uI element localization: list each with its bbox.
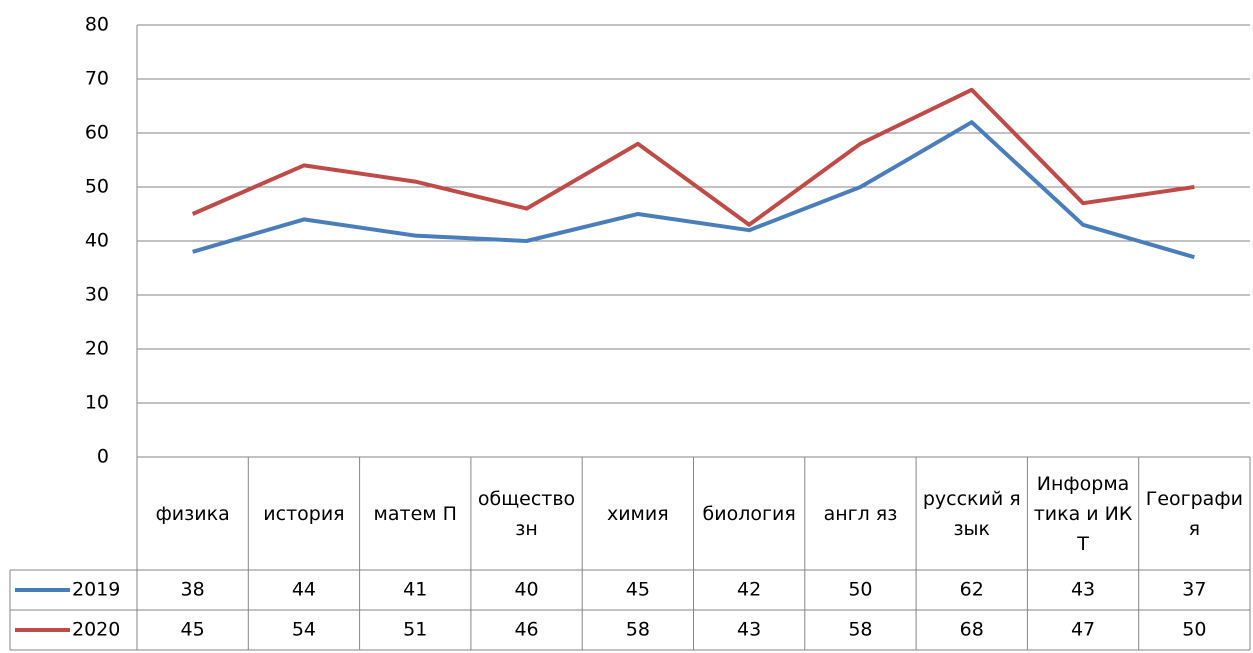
table-value: 68 — [960, 619, 984, 641]
y-tick-label: 10 — [85, 392, 109, 414]
table-value: 44 — [292, 579, 316, 601]
x-tick-label: География — [1145, 487, 1243, 540]
table-value: 37 — [1182, 579, 1206, 601]
y-tick-label: 20 — [85, 338, 109, 360]
table-value: 62 — [960, 579, 984, 601]
table-value: 47 — [1071, 619, 1095, 641]
x-tick-label: русский язык — [922, 487, 1021, 540]
table-value: 43 — [1071, 579, 1095, 601]
x-tick-label: Информатика и ИКТ — [1033, 472, 1133, 555]
y-tick-label: 40 — [85, 230, 109, 252]
table-value: 38 — [181, 579, 205, 601]
x-tick-label: матем П — [373, 502, 457, 525]
table-value: 45 — [626, 579, 650, 601]
y-tick-label: 70 — [85, 68, 109, 90]
series-line — [192, 120, 1195, 260]
legend-label: 2019 — [72, 579, 120, 601]
table-value: 42 — [737, 579, 761, 601]
x-tick-label: физика — [155, 502, 230, 525]
y-tick-label: 80 — [85, 14, 109, 36]
x-tick-label: англ яз — [823, 502, 898, 525]
y-tick-label: 60 — [85, 122, 109, 144]
table-value: 54 — [292, 619, 316, 641]
table-value: 50 — [848, 579, 872, 601]
table-value: 50 — [1182, 619, 1206, 641]
table-value: 40 — [514, 579, 538, 601]
y-tick-label: 30 — [85, 284, 109, 306]
table-value: 41 — [403, 579, 427, 601]
y-tick-label: 50 — [85, 176, 109, 198]
table-value: 46 — [514, 619, 538, 641]
x-tick-label: биология — [702, 502, 796, 525]
x-tick-label: химия — [606, 502, 669, 525]
table-value: 58 — [626, 619, 650, 641]
y-tick-label: 0 — [97, 446, 109, 468]
table-value: 51 — [403, 619, 427, 641]
table-value: 43 — [737, 619, 761, 641]
table-value: 58 — [848, 619, 872, 641]
x-tick-label: история — [263, 502, 345, 525]
table-value: 45 — [181, 619, 205, 641]
legend-label: 2020 — [72, 619, 120, 641]
x-tick-label: обществозн — [477, 487, 576, 540]
series-line — [191, 87, 1195, 227]
